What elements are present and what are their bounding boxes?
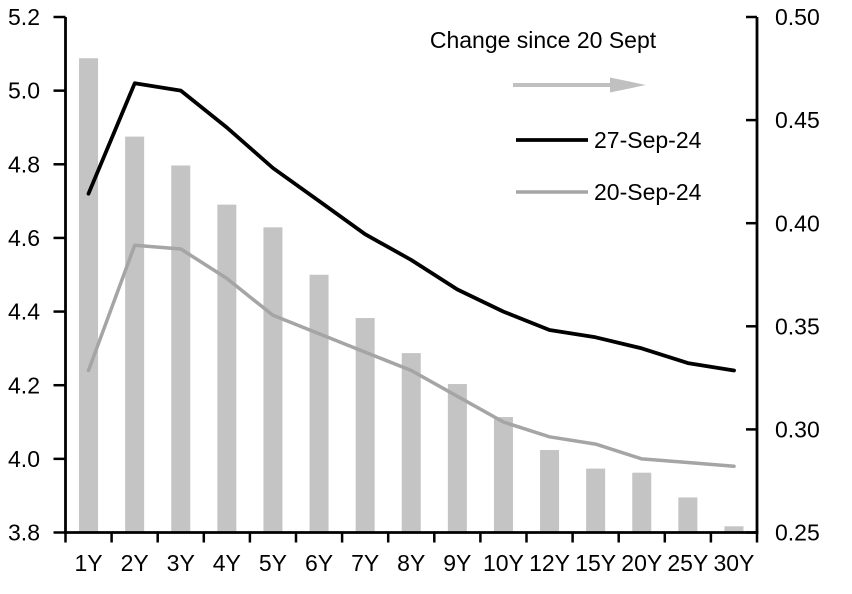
- x-axis-label-6Y: 6Y: [305, 550, 333, 576]
- bar-15Y: [586, 468, 606, 533]
- bar-20Y: [632, 472, 652, 533]
- right-axis-label: 0.30: [775, 416, 820, 442]
- legend-label-20sep: 20-Sep-24: [594, 179, 702, 205]
- bar-8Y: [401, 353, 421, 533]
- left-axis-label: 3.8: [8, 520, 40, 546]
- x-axis-label-1Y: 1Y: [74, 550, 102, 576]
- x-axis-label-3Y: 3Y: [167, 550, 195, 576]
- x-axis-label-15Y: 15Y: [575, 550, 616, 576]
- bar-30Y: [724, 526, 744, 533]
- right-axis-label: 0.25: [775, 520, 820, 546]
- legend-label-27sep: 27-Sep-24: [594, 127, 702, 153]
- series-line-20-Sep-24: [86, 243, 736, 468]
- bar-5Y: [263, 227, 283, 533]
- series-line-27-Sep-24: [86, 81, 736, 373]
- bar-12Y: [540, 450, 560, 533]
- x-axis-label-2Y: 2Y: [121, 550, 149, 576]
- right-axis-label: 0.50: [775, 4, 820, 30]
- legend: Change since 20 Sept 27-Sep-24 20-Sep-24: [430, 27, 702, 205]
- legend-change-label: Change since 20 Sept: [430, 27, 657, 53]
- x-axis-label-4Y: 4Y: [213, 550, 241, 576]
- axes-group: 5.2 5.0 4.8 4.6 4.4 4.2 4.0 3.8 0.50 0.45 0.40 0.35…: [8, 4, 820, 576]
- arrow-head: [610, 77, 646, 93]
- left-axis-label: 4.6: [8, 225, 40, 251]
- x-axis-label-10Y: 10Y: [483, 550, 524, 576]
- bar-25Y: [678, 497, 698, 533]
- x-axis-label-12Y: 12Y: [529, 550, 570, 576]
- left-axis-label: 4.4: [8, 299, 40, 325]
- bar-1Y: [79, 58, 99, 533]
- bar-10Y: [493, 417, 513, 533]
- left-axis-label: 5.2: [8, 4, 40, 30]
- bar-9Y: [447, 384, 467, 533]
- x-axis-label-20Y: 20Y: [621, 550, 662, 576]
- left-axis-label: 5.0: [8, 78, 40, 104]
- bar-4Y: [217, 204, 237, 533]
- x-axis-label-8Y: 8Y: [397, 550, 425, 576]
- left-axis-label: 4.2: [8, 372, 40, 398]
- left-axis-label: 4.8: [8, 151, 40, 177]
- x-axis-label-7Y: 7Y: [351, 550, 379, 576]
- right-axis-label: 0.40: [775, 210, 820, 236]
- line-series-group: [86, 81, 736, 468]
- left-axis-label: 4.0: [8, 446, 40, 472]
- bar-2Y: [125, 136, 145, 533]
- bar-series-group: [79, 58, 744, 533]
- bar-7Y: [355, 318, 375, 533]
- bar-6Y: [309, 274, 329, 533]
- x-axis-label-9Y: 9Y: [443, 550, 471, 576]
- right-axis-label: 0.35: [775, 313, 820, 339]
- x-axis-label-30Y: 30Y: [713, 550, 754, 576]
- right-axis-label: 0.45: [775, 107, 820, 133]
- x-axis-label-25Y: 25Y: [667, 550, 708, 576]
- x-axis-label-5Y: 5Y: [259, 550, 287, 576]
- change-arrow-icon: [513, 77, 646, 93]
- bar-3Y: [171, 165, 191, 533]
